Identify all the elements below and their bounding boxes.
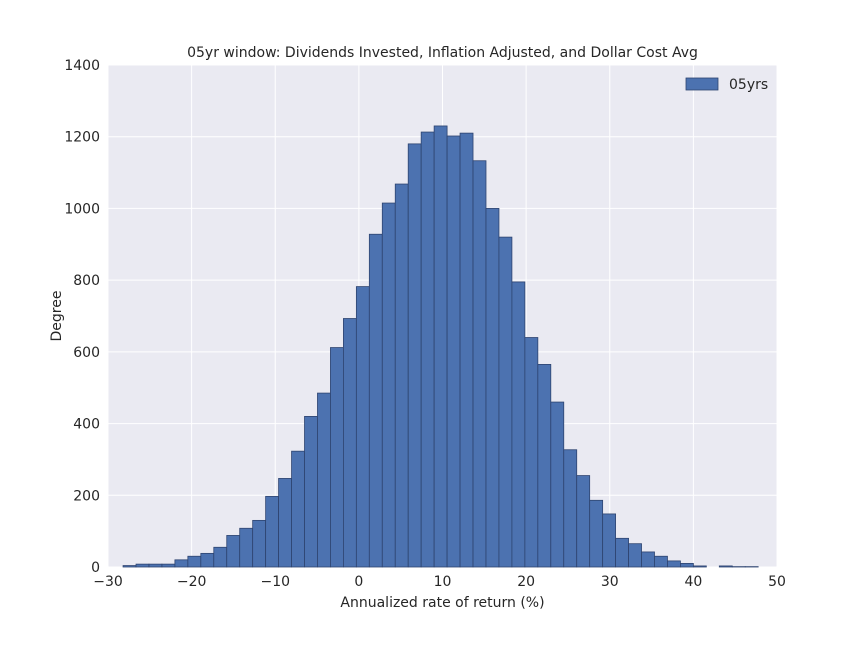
- legend-label-05yrs: 05yrs: [729, 77, 768, 93]
- x-tick-label: −10: [260, 574, 290, 590]
- x-tick-label: 30: [601, 574, 619, 590]
- histogram-bar: [394, 183, 409, 568]
- chart-title: 05yr window: Dividends Invested, Inflati…: [187, 45, 698, 61]
- histogram-bar: [641, 551, 655, 568]
- histogram-bar: [718, 565, 733, 568]
- histogram-bar: [187, 555, 202, 568]
- histogram-bar: [355, 286, 370, 568]
- histogram-bar: [122, 565, 137, 568]
- histogram-bar: [692, 565, 707, 568]
- x-tick-label: 0: [354, 574, 363, 590]
- histogram-bar: [252, 519, 267, 568]
- histogram-bar: [368, 233, 383, 568]
- histogram-bar: [589, 499, 604, 568]
- histogram-bar: [537, 364, 552, 568]
- y-tick-labels: 0 200 400 600 800 1000 1200 1400: [64, 58, 100, 576]
- x-tick-label: 40: [684, 574, 702, 590]
- histogram-bar: [304, 415, 318, 568]
- histogram-bar: [420, 131, 435, 568]
- histogram-bar: [226, 535, 241, 568]
- histogram-bar: [291, 450, 305, 568]
- histogram-bar: [343, 318, 357, 568]
- histogram-bar: [602, 513, 617, 568]
- histogram-bar: [459, 132, 474, 568]
- histogram-bar: [317, 392, 331, 568]
- histogram-bar: [550, 401, 565, 568]
- y-tick-label: 1000: [64, 201, 100, 217]
- histogram-bar: [148, 563, 163, 568]
- histogram-bar: [213, 546, 228, 568]
- histogram-bar: [200, 552, 215, 568]
- histogram-bar: [485, 208, 500, 568]
- histogram-bar: [667, 560, 681, 568]
- x-tick-label: −30: [93, 574, 123, 590]
- histogram-bar: [498, 236, 513, 568]
- y-tick-label: 1200: [64, 130, 100, 146]
- histogram-bar: [135, 563, 150, 568]
- histogram-bar: [576, 475, 591, 568]
- histogram-bar: [278, 478, 292, 568]
- histogram-bar: [433, 125, 448, 568]
- y-tick-label: 0: [91, 560, 100, 576]
- histogram-bar: [511, 281, 526, 568]
- y-tick-label: 400: [73, 417, 100, 433]
- histogram-bar: [524, 337, 539, 568]
- x-axis-label: Annualized rate of return (%): [340, 595, 544, 611]
- histogram-bar: [381, 202, 396, 568]
- histogram-bar: [472, 160, 487, 568]
- histogram-bar: [563, 449, 578, 568]
- y-tick-label: 800: [73, 273, 100, 289]
- histogram-bar: [174, 559, 189, 568]
- histogram-bar: [446, 135, 461, 568]
- x-tick-label: 50: [768, 574, 786, 590]
- x-tick-label: −20: [177, 574, 207, 590]
- histogram-bar: [680, 563, 694, 568]
- histogram-bar: [628, 543, 642, 568]
- y-tick-label: 1400: [64, 58, 100, 74]
- histogram-bar: [239, 527, 254, 568]
- x-tick-label: 20: [517, 574, 535, 590]
- legend: 05yrs: [685, 77, 768, 93]
- histogram-bar: [330, 347, 344, 568]
- x-tick-label: 10: [434, 574, 452, 590]
- bars-group: [122, 125, 759, 568]
- x-tick-labels: −30 −20 −10 0 10 20 30 40 50: [93, 574, 786, 590]
- histogram-bar: [654, 555, 668, 568]
- histogram-bar: [265, 495, 279, 568]
- y-tick-label: 200: [73, 488, 100, 504]
- histogram-bar: [615, 537, 629, 568]
- histogram-bar: [407, 143, 422, 568]
- y-axis-label: Degree: [49, 291, 65, 342]
- histogram-bar: [161, 563, 176, 568]
- y-tick-label: 600: [73, 345, 100, 361]
- legend-swatch-05yrs: [685, 77, 719, 91]
